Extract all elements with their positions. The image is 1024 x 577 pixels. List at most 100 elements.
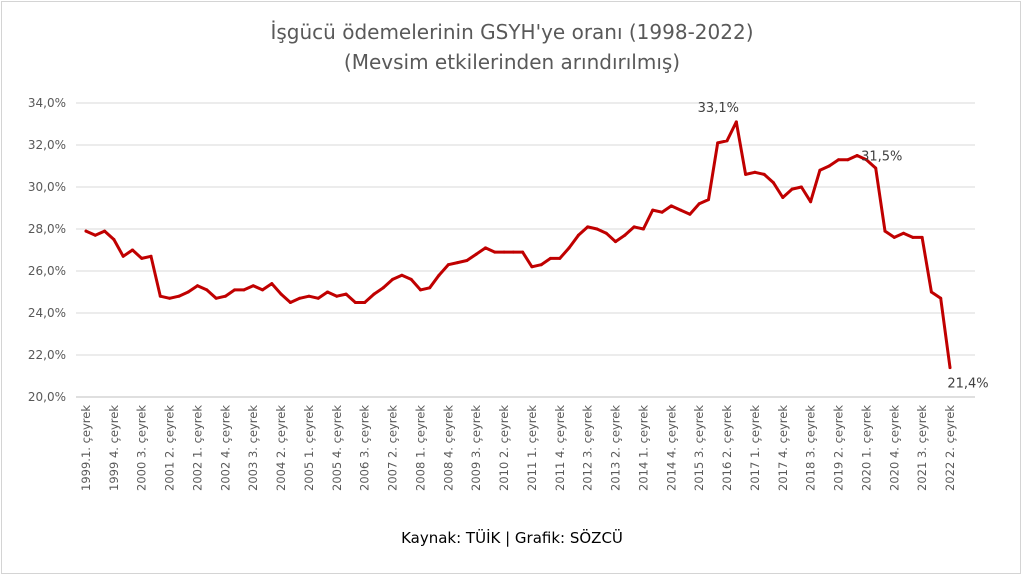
x-tick-label: 2020 4. çeyrek [887, 405, 901, 491]
data-point [437, 273, 441, 277]
data-point [827, 164, 831, 168]
data-point [632, 225, 636, 229]
data-point [939, 296, 943, 300]
data-point [586, 225, 590, 229]
x-axis: 1999.1. çeyrek 1999 4. çeyrek 2000 3. çeyr… [79, 405, 957, 491]
data-point [205, 288, 209, 292]
x-tick-label: 2006 3. çeyrek [358, 405, 372, 491]
data-point [892, 235, 896, 239]
data-point [428, 286, 432, 290]
data-point [400, 273, 404, 277]
data-point [641, 227, 645, 231]
data-point [158, 294, 162, 298]
data-point [837, 158, 841, 162]
data-point [706, 198, 710, 202]
x-tick-label: 2003 3. çeyrek [246, 405, 260, 491]
data-point [279, 292, 283, 296]
data-point [214, 296, 218, 300]
data-point [539, 263, 543, 267]
data-point [130, 248, 134, 252]
x-tick-label: 2007 2. çeyrek [386, 405, 400, 491]
data-label: 33,1% [698, 101, 739, 116]
x-tick-label: 2008 1. çeyrek [413, 405, 427, 491]
x-tick-label: 2000 3. çeyrek [135, 405, 149, 491]
x-tick-label: 2017 4. çeyrek [776, 405, 790, 491]
x-tick-label: 2002 4. çeyrek [218, 405, 232, 491]
y-tick-label: 34,0% [28, 96, 66, 110]
x-tick-label: 1999 4. çeyrek [107, 405, 121, 491]
data-point [725, 139, 729, 143]
data-point [261, 288, 265, 292]
x-tick-label: 2010 2. çeyrek [497, 405, 511, 491]
y-tick-label: 28,0% [28, 222, 66, 236]
data-point [483, 246, 487, 250]
y-tick-label: 22,0% [28, 348, 66, 362]
x-tick-label: 2018 3. çeyrek [804, 405, 818, 491]
y-tick-label: 26,0% [28, 264, 66, 278]
series [84, 120, 952, 370]
x-tick-label: 2008 4. çeyrek [441, 405, 455, 491]
data-point [902, 231, 906, 235]
data-point [799, 185, 803, 189]
data-point [623, 233, 627, 237]
data-point [446, 263, 450, 267]
chart-subtitle: (Mevsim etkilerinden arındırılmış) [343, 50, 681, 74]
data-point [140, 256, 144, 260]
data-point [790, 187, 794, 191]
source-note: Kaynak: TÜİK | Grafik: SÖZCÜ [401, 529, 623, 547]
x-tick-label: 2015 3. çeyrek [692, 405, 706, 491]
y-tick-label: 20,0% [28, 390, 66, 404]
data-point [576, 233, 580, 237]
data-point [103, 229, 107, 233]
data-point [149, 254, 153, 258]
x-tick-label: 2014 1. çeyrek [636, 405, 650, 491]
data-label: 21,4% [947, 377, 988, 392]
data-point [948, 366, 952, 370]
data-label: 31,5% [861, 150, 902, 165]
data-point [734, 120, 738, 124]
data-point [242, 288, 246, 292]
data-point [911, 235, 915, 239]
data-point [679, 208, 683, 212]
x-tick-label: 2019 2. çeyrek [832, 405, 846, 491]
data-point [669, 204, 673, 208]
data-point [511, 250, 515, 254]
data-point [372, 292, 376, 296]
data-point [697, 202, 701, 206]
data-point [409, 277, 413, 281]
y-tick-label: 32,0% [28, 138, 66, 152]
data-point [474, 252, 478, 256]
x-tick-label: 1999.1. çeyrek [79, 405, 93, 491]
data-point [549, 256, 553, 260]
x-tick-label: 2001 2. çeyrek [163, 405, 177, 491]
data-point [316, 296, 320, 300]
data-point [344, 292, 348, 296]
data-point [288, 301, 292, 304]
data-point [326, 290, 330, 294]
data-point [874, 166, 878, 170]
x-tick-label: 2002 1. çeyrek [190, 405, 204, 491]
data-point [493, 250, 497, 254]
data-point [391, 277, 395, 281]
data-point [567, 246, 571, 250]
data-point [753, 170, 757, 174]
data-point [855, 154, 859, 157]
data-labels: 33,1% 31,5% 21,4% [698, 101, 989, 392]
data-point [651, 208, 655, 212]
data-point [84, 229, 88, 233]
data-point [688, 212, 692, 216]
data-point [744, 172, 748, 176]
data-point [502, 250, 506, 254]
y-tick-label: 24,0% [28, 306, 66, 320]
y-axis: 20,0% 22,0% 24,0% 26,0% 28,0% 30,0% 32,0% 34,0% [28, 96, 66, 404]
x-tick-label: 2005 4. çeyrek [330, 405, 344, 491]
x-tick-label: 2004 2. çeyrek [274, 405, 288, 491]
x-tick-label: 2021 3. çeyrek [915, 405, 929, 491]
data-point [762, 172, 766, 176]
x-tick-label: 2013 2. çeyrek [609, 405, 623, 491]
data-point [660, 210, 664, 214]
x-tick-label: 2017 1. çeyrek [748, 405, 762, 491]
x-tick-label: 2016 2. çeyrek [720, 405, 734, 491]
